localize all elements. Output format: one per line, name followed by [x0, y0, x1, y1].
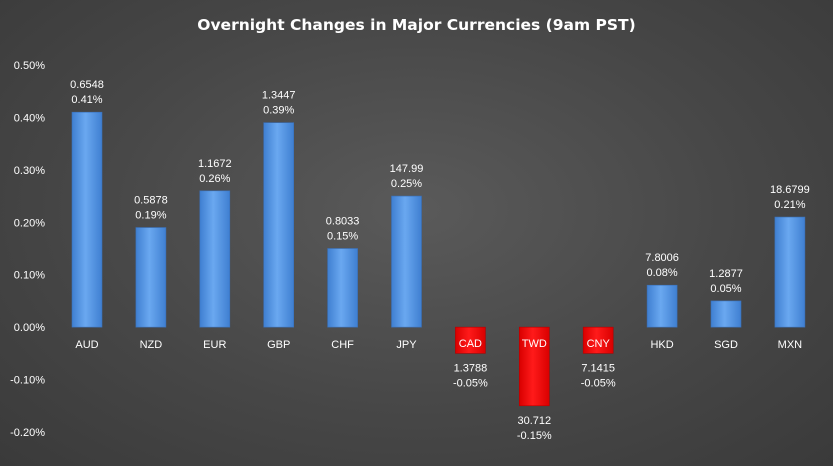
category-label: TWD [522, 338, 547, 350]
percent-label: 0.41% [71, 94, 102, 106]
category-label: EUR [203, 339, 226, 351]
y-tick-label: 0.20% [14, 217, 45, 229]
bar-twd [518, 326, 550, 407]
category-label: CAD [459, 338, 482, 350]
percent-label: 0.19% [135, 210, 166, 222]
rate-label: 7.8006 [645, 252, 679, 264]
bar-mxn [774, 216, 806, 328]
y-tick-label: 0.50% [14, 60, 45, 72]
rate-label: 1.1672 [198, 158, 232, 170]
y-tick-label: 0.40% [14, 112, 45, 124]
bar-gbp [263, 122, 295, 328]
rate-label: 1.3788 [454, 362, 488, 374]
chart-title: Overnight Changes in Major Currencies (9… [197, 16, 636, 34]
percent-label: 0.26% [199, 173, 230, 185]
category-label: HKD [650, 339, 673, 351]
percent-label: 0.21% [774, 199, 805, 211]
y-tick-label: -0.10% [10, 375, 45, 387]
bar-chf [327, 248, 358, 328]
bar-cad [455, 326, 486, 354]
rate-label: 7.1415 [581, 362, 615, 374]
percent-label: 0.39% [263, 105, 294, 117]
rate-label: 0.5878 [134, 195, 168, 207]
rate-label: 0.6548 [70, 79, 104, 91]
category-label: NZD [140, 339, 163, 351]
y-tick-label: 0.30% [14, 165, 45, 177]
percent-label: -0.05% [581, 377, 616, 389]
percent-label: -0.15% [517, 430, 552, 442]
bar-nzd [135, 227, 167, 328]
bar-cny [582, 326, 614, 354]
category-label: CHF [331, 339, 354, 351]
y-tick-label: 0.10% [14, 270, 45, 282]
category-label: JPY [396, 339, 417, 351]
rate-label: 0.8033 [326, 216, 360, 228]
bar-jpy [391, 195, 422, 328]
category-label: GBP [267, 339, 290, 351]
y-tick-label: -0.20% [10, 427, 45, 439]
rate-label: 147.99 [390, 163, 424, 175]
percent-label: 0.15% [327, 231, 358, 243]
rate-label: 1.3447 [262, 90, 296, 102]
category-label: AUD [75, 339, 98, 351]
category-label: SGD [714, 339, 738, 351]
y-tick-label: 0.00% [14, 322, 45, 334]
percent-label: 0.08% [646, 267, 677, 279]
rate-label: 30.712 [517, 415, 551, 427]
percent-label: 0.25% [391, 178, 422, 190]
bar-eur [199, 190, 231, 328]
percent-label: -0.05% [453, 377, 488, 389]
rate-label: 1.2877 [709, 268, 743, 280]
rate-label: 18.6799 [770, 184, 810, 196]
bar-aud [71, 111, 103, 328]
bar-sgd [710, 300, 742, 328]
category-label: CNY [587, 338, 611, 350]
category-label: MXN [778, 339, 803, 351]
bar-hkd [646, 284, 678, 328]
percent-label: 0.05% [710, 283, 741, 295]
